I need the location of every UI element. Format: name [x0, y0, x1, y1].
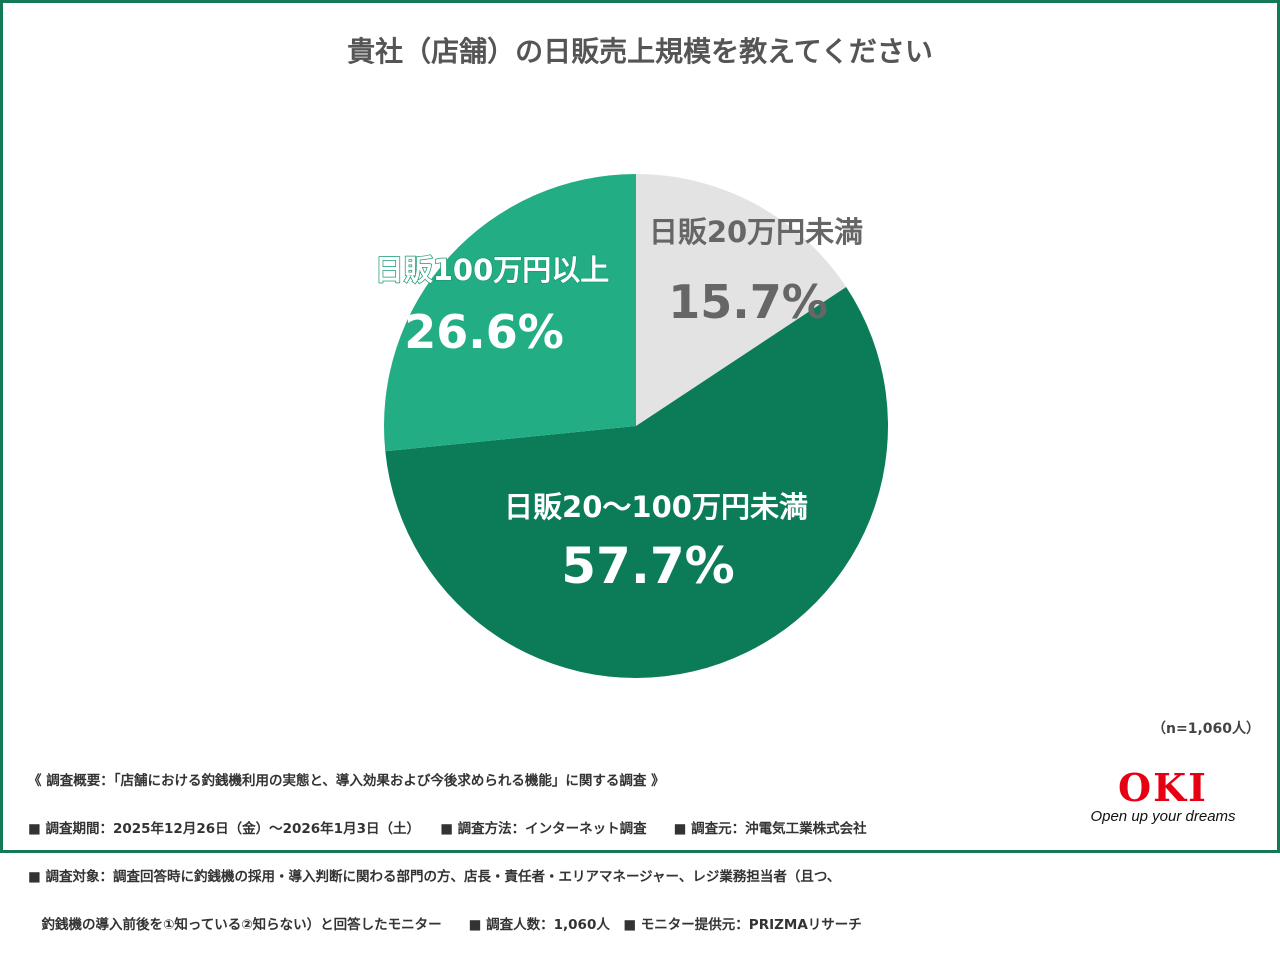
slice-label: 日販20万円未満 [649, 215, 863, 249]
pie-chart: 日販20万円未満 15.7% 日販20〜100万円未満 57.7% 日販100万円以上 2… [374, 174, 888, 679]
slice-label: 日販20〜100万円未満 [504, 490, 808, 524]
note-line: 釣銭機の導入前後を①知っている②知らない）と回答したモニター ■ 調査人数：1,… [28, 917, 862, 933]
note-line: 《 調査概要：「店舗における釣銭機利用の実態と、導入効果および今後求められる機能… [28, 773, 665, 789]
note-line: ■ 調査対象：調査回答時に釣銭機の採用・導入判断に関わる部門の方、店長・責任者・… [28, 869, 841, 885]
logo-tagline: Open up your dreams [1090, 808, 1236, 825]
pie-slice [636, 174, 847, 426]
slice-label: 日販100万円以上 [375, 253, 610, 287]
note-line: ■ 調査期間：2025年12月26日（金）〜2026年1月3日（土） ■ 調査方… [28, 821, 867, 837]
survey-notes: 《 調査概要：「店舗における釣銭機利用の実態と、導入効果および今後求められる機能… [28, 745, 867, 961]
slice-value-label: 15.7% [668, 275, 828, 329]
pie-slice [385, 286, 888, 679]
slice-value-label: 26.6% [404, 305, 564, 359]
chart-title: 貴社（店舗）の日販売上規模を教えてください [347, 35, 933, 68]
pie-slice [383, 174, 636, 452]
sample-size: （n=1,060人） [1152, 721, 1260, 737]
logo-wordmark: OKI [1118, 765, 1208, 810]
slice-value-label: 57.7% [561, 537, 734, 595]
oki-logo: OKI Open up your dreams [1088, 765, 1238, 826]
